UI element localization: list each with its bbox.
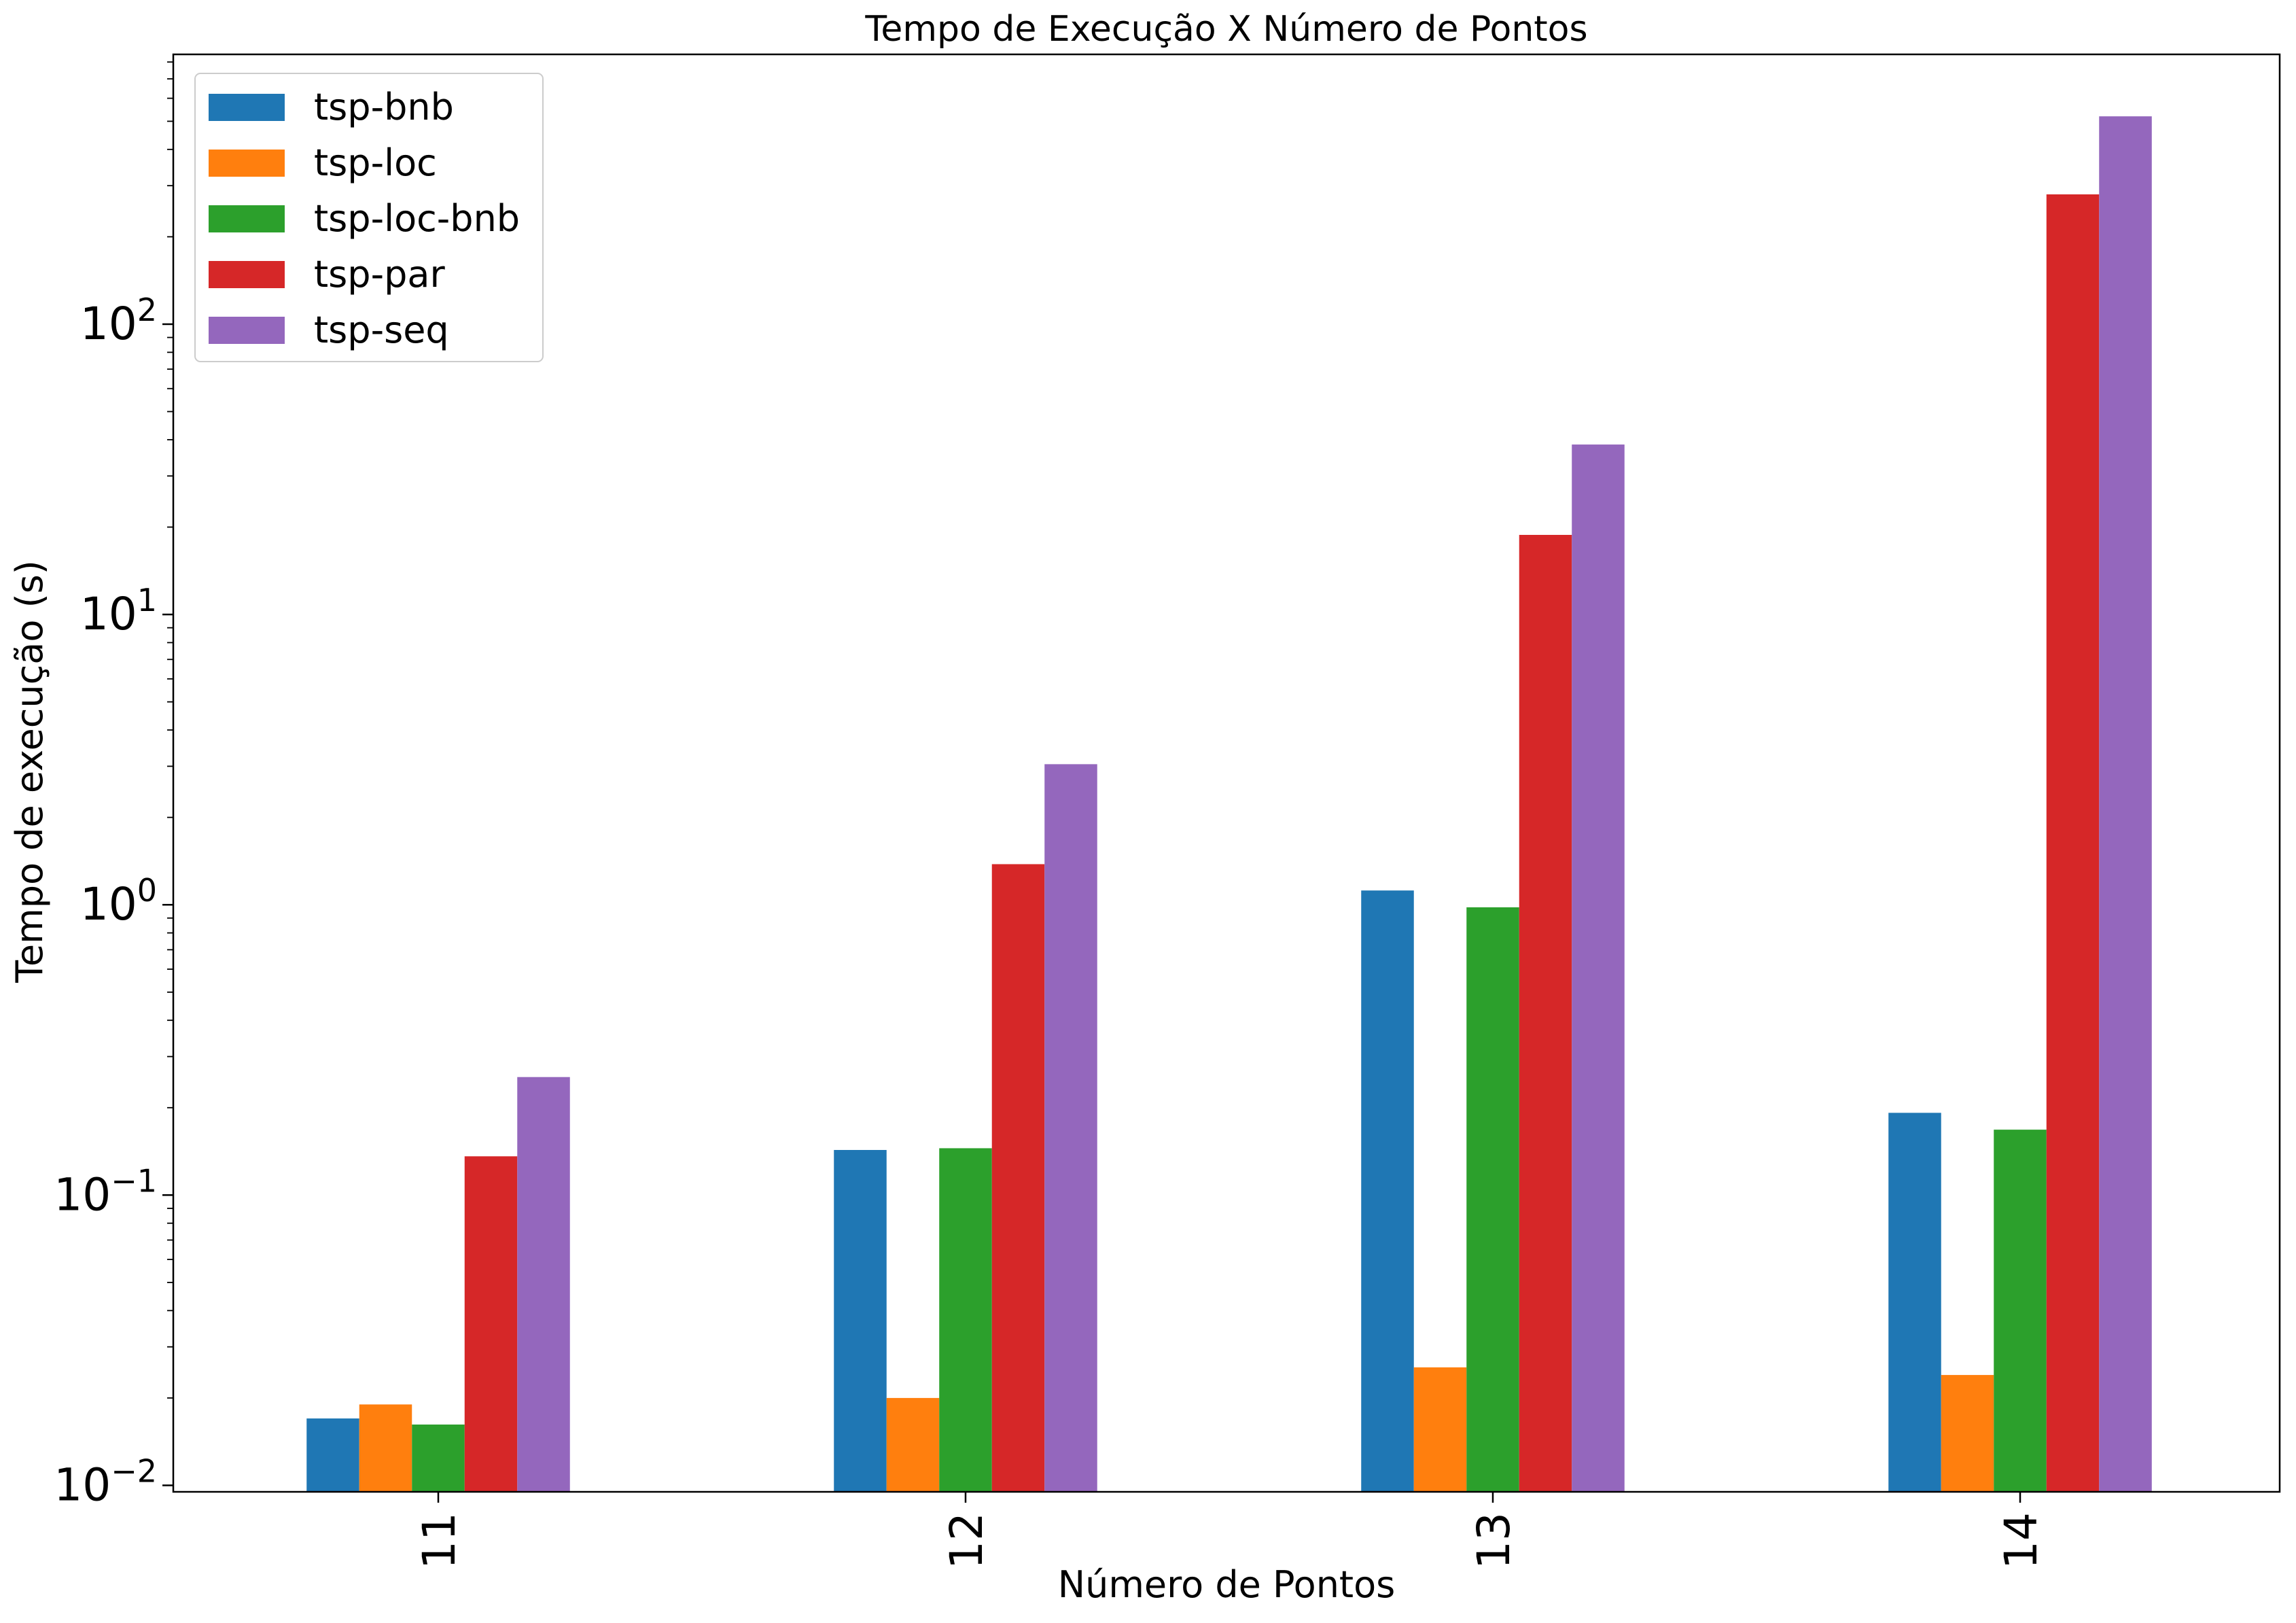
bar-tsp-par-14 <box>2046 194 2100 1493</box>
y-axis-label: Tempo de execução (s) <box>8 560 51 983</box>
bar-tsp-loc-bnb-11 <box>412 1424 465 1492</box>
chart-title: Tempo de Execução X Número de Pontos <box>864 9 1587 50</box>
bar-tsp-seq-12 <box>1044 764 1097 1492</box>
bar-tsp-bnb-13 <box>1361 890 1414 1492</box>
x-axis-label: Número de Pontos <box>1058 1563 1396 1606</box>
y-tick-label: 102 <box>80 292 157 350</box>
x-axis-ticks: 11 12 13 14 <box>413 1492 2047 1569</box>
legend-swatch-tsp-seq <box>209 317 285 344</box>
y-tick-label: 101 <box>80 582 157 640</box>
bar-tsp-seq-11 <box>517 1077 570 1492</box>
bar-tsp-bnb-12 <box>834 1150 887 1492</box>
bar-tsp-par-11 <box>464 1156 518 1492</box>
legend-label-tsp-loc-bnb: tsp-loc-bnb <box>314 197 520 240</box>
legend-swatch-tsp-par <box>209 261 285 288</box>
legend-box <box>194 73 544 362</box>
bar-tsp-loc-12 <box>886 1397 940 1492</box>
x-tick-label: 12 <box>940 1512 993 1569</box>
bar-tsp-loc-13 <box>1413 1367 1467 1492</box>
legend-label-tsp-bnb: tsp-bnb <box>314 86 454 128</box>
bars-layer <box>306 116 2152 1493</box>
bar-tsp-bnb-11 <box>306 1418 359 1492</box>
x-tick-label: 11 <box>413 1512 465 1569</box>
legend-swatch-tsp-bnb <box>209 94 285 121</box>
y-tick-label: 100 <box>80 872 157 930</box>
y-tick-label: 10−2 <box>54 1452 157 1511</box>
x-tick-label: 14 <box>1995 1512 2047 1569</box>
legend-label-tsp-loc: tsp-loc <box>314 141 437 184</box>
plot-frame <box>172 53 2281 1493</box>
y-axis-ticks: 10−2 10−1 100 101 102 <box>54 61 173 1511</box>
bar-tsp-par-13 <box>1519 535 1572 1492</box>
legend-label-tsp-seq: tsp-seq <box>314 309 449 351</box>
x-tick-label: 13 <box>1468 1512 1520 1569</box>
bar-tsp-loc-bnb-13 <box>1466 907 1519 1492</box>
y-tick-label: 10−1 <box>54 1162 157 1221</box>
bar-tsp-par-12 <box>991 864 1045 1492</box>
bar-tsp-bnb-14 <box>1888 1113 1941 1492</box>
legend-swatch-tsp-loc <box>209 150 285 177</box>
bar-tsp-loc-14 <box>1941 1375 1994 1492</box>
bar-tsp-loc-bnb-14 <box>1994 1130 2047 1492</box>
bar-tsp-seq-13 <box>1572 444 1625 1493</box>
legend-label-tsp-par: tsp-par <box>314 253 445 296</box>
legend: tsp-bnb tsp-loc tsp-loc-bnb tsp-par tsp-seq <box>194 73 544 362</box>
bar-tsp-loc-11 <box>359 1404 412 1492</box>
bar-tsp-seq-14 <box>2099 116 2152 1493</box>
legend-swatch-tsp-loc-bnb <box>209 205 285 232</box>
bar-tsp-loc-bnb-12 <box>939 1148 992 1492</box>
